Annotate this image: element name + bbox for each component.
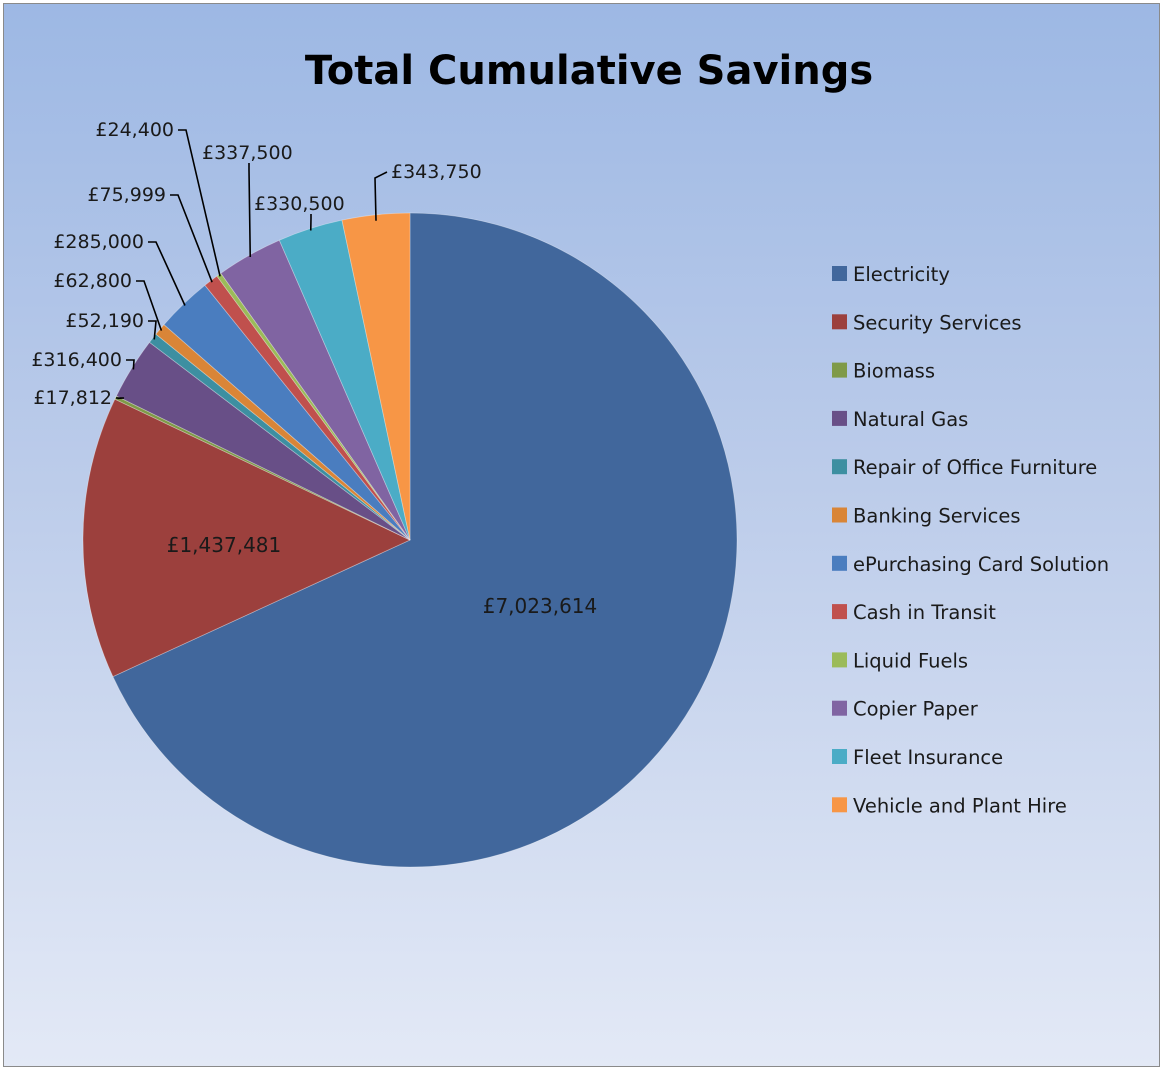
data-label-fleet-insurance: £330,500: [254, 193, 345, 215]
legend-label-security-services: Security Services: [853, 311, 1022, 334]
leader-line-natural-gas: [126, 359, 135, 370]
data-label-copier-paper: £337,500: [202, 142, 293, 164]
legend-label-liquid-fuels: Liquid Fuels: [853, 649, 968, 672]
legend-swatch-repair-of-office-furniture: [832, 459, 847, 475]
leader-line-liquid-fuels: [178, 129, 221, 277]
data-label-natural-gas: £316,400: [31, 349, 122, 371]
leader-line-copier-paper: [248, 163, 252, 257]
legend-swatch-electricity: [832, 266, 847, 281]
legend-label-copier-paper: Copier Paper: [853, 698, 979, 721]
legend-label-electricity: Electricity: [853, 263, 950, 286]
pie-slice-banking-services: [155, 324, 411, 541]
leader-line-repair-of-office-furniture: [148, 320, 157, 340]
legend-swatch-cash-in-transit: [832, 604, 847, 620]
legend-label-epurchasing-card-solution: ePurchasing Card Solution: [853, 553, 1109, 576]
pie-chart: Total Cumulative Savings £7,023,614 £1,43…: [31, 48, 1109, 868]
leader-line-cash-in-transit: [170, 194, 213, 283]
data-label-biomass: £17,812: [33, 387, 112, 409]
data-label-repair-of-office-furniture: £52,190: [65, 310, 144, 332]
data-label-vehicle-and-plant-hire: £343,750: [391, 161, 482, 183]
legend: Electricity Security Services Biomass Natur…: [832, 263, 1109, 817]
data-label-security-services: £1,437,481: [167, 533, 282, 557]
pie-slice-biomass: [114, 395, 411, 541]
pie-slice-natural-gas: [115, 341, 411, 541]
data-label-epurchasing-card-solution: £285,000: [53, 231, 144, 253]
legend-label-vehicle-and-plant-hire: Vehicle and Plant Hire: [853, 794, 1067, 817]
pie-slice-repair-of-office-furniture: [148, 333, 411, 541]
data-label-liquid-fuels: £24,400: [95, 119, 174, 141]
chart-frame: Total Cumulative Savings £7,023,614 £1,43…: [3, 3, 1160, 1067]
leader-line-vehicle-and-plant-hire: [374, 171, 388, 221]
legend-swatch-epurchasing-card-solution: [832, 555, 847, 571]
chart-title: Total Cumulative Savings: [305, 48, 873, 94]
leader-lines: [116, 129, 388, 400]
legend-swatch-fleet-insurance: [832, 749, 847, 764]
pie-slice-security-services: [82, 398, 411, 678]
legend-swatch-copier-paper: [832, 700, 847, 716]
leader-line-epurchasing-card-solution: [148, 241, 186, 306]
legend-label-banking-services: Banking Services: [853, 505, 1021, 528]
legend-swatch-vehicle-and-plant-hire: [832, 797, 847, 813]
legend-swatch-banking-services: [832, 507, 847, 523]
leader-line-banking-services: [136, 280, 163, 331]
data-label-banking-services: £62,800: [53, 270, 132, 292]
legend-swatch-security-services: [832, 314, 847, 330]
data-label-cash-in-transit: £75,999: [87, 184, 166, 206]
legend-swatch-biomass: [832, 362, 847, 378]
slices-layer: [82, 212, 738, 868]
legend-swatch-liquid-fuels: [832, 652, 847, 668]
pie-slice-copier-paper: [220, 239, 411, 541]
legend-label-fleet-insurance: Fleet Insurance: [853, 746, 1003, 769]
legend-label-natural-gas: Natural Gas: [853, 408, 968, 431]
legend-swatch-natural-gas: [832, 410, 847, 426]
legend-label-biomass: Biomass: [853, 360, 935, 383]
legend-label-cash-in-transit: Cash in Transit: [853, 601, 996, 624]
pie-slice-electricity: [112, 212, 738, 868]
legend-label-repair-of-office-furniture: Repair of Office Furniture: [853, 456, 1097, 479]
data-labels: £7,023,614 £1,437,481 £17,812 £316,400 £52,1…: [31, 119, 597, 618]
data-label-electricity: £7,023,614: [483, 594, 598, 618]
